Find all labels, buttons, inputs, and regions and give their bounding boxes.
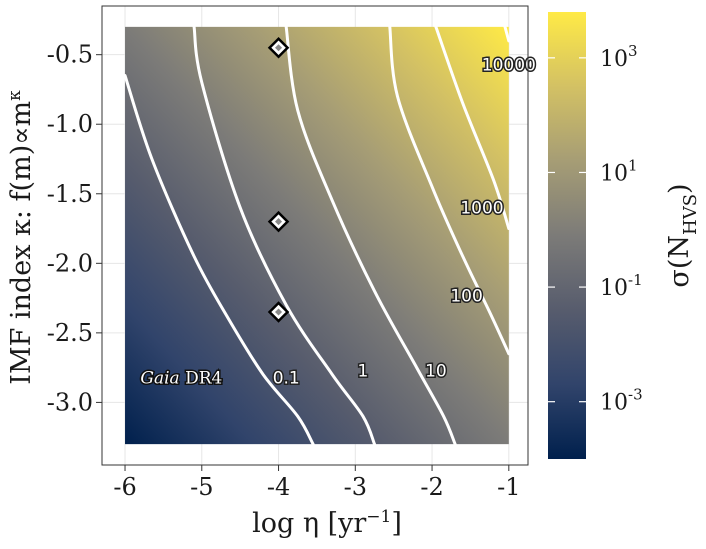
diamond-marker-core (275, 218, 283, 226)
y-tick-label: -3.0 (47, 388, 93, 416)
x-tick-label: -1 (497, 473, 520, 501)
x-tick-label: -2 (420, 473, 443, 501)
contour-label: 10000 (482, 55, 536, 75)
colorbar: 10-3 10-1 101 103 σ(NHVS) (548, 12, 701, 459)
colorbar-tick-label: 10-3 (600, 386, 643, 416)
survey-annotation: Gaia DR4 (140, 368, 222, 388)
x-tick-label: -3 (344, 473, 367, 501)
x-axis-label: log η [yr−1] (252, 507, 402, 539)
y-tick-label: -2.5 (47, 319, 93, 347)
contour-line-10 (284, 25, 457, 446)
plot-area: 0.1 1 10 100 1000 10000 Gaia DR4 -6 -5 -4 -3 -2 -1 -0… (5, 5, 537, 539)
contour-line-0.1 (123, 74, 315, 446)
colorbar-gradient (548, 12, 586, 459)
contour-label: 0.1 (273, 368, 300, 388)
contour-label: 1 (358, 361, 369, 381)
x-tick-label: -5 (190, 473, 213, 501)
contour-label: 10 (425, 361, 447, 381)
diamond-marker-core (275, 308, 283, 316)
contour-line-10000 (503, 25, 511, 43)
contour-label: 1000 (460, 199, 503, 219)
colorbar-label: σ(NHVS) (664, 183, 701, 287)
y-tick-label: -1.5 (47, 180, 93, 208)
colorbar-tick-label: 10-1 (600, 271, 643, 301)
contour-line-100 (388, 25, 511, 356)
x-tick-label: -6 (113, 473, 136, 501)
colorbar-tick-label: 101 (600, 156, 638, 186)
y-tick-label: -1.0 (47, 110, 93, 138)
contour-line-1000 (434, 25, 511, 230)
y-tick-label: -0.5 (47, 41, 93, 69)
y-axis-label: IMF index κ: f(m)∝mκ (5, 90, 37, 385)
diamond-marker-core (275, 44, 283, 52)
colorbar-tick-label: 103 (600, 42, 638, 72)
plot-frame (101, 5, 529, 466)
contour-label: 100 (450, 286, 482, 306)
contour-line-1 (192, 25, 376, 446)
y-tick-label: -2.0 (47, 249, 93, 277)
heatmap-field (125, 26, 509, 445)
x-tick-label: -4 (267, 473, 290, 501)
